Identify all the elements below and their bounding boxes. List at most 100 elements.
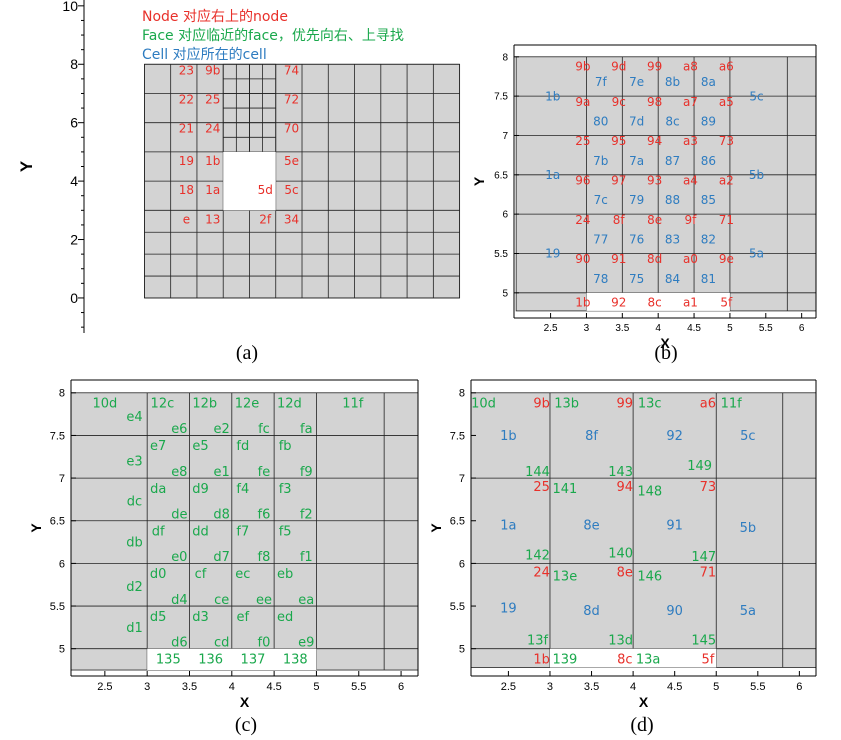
y-tick-label: 7	[459, 473, 465, 485]
node-label: 98	[647, 95, 662, 109]
node-label: 23	[179, 63, 194, 77]
cell-label: 8b	[665, 75, 680, 89]
face-label: 11f	[721, 397, 743, 412]
face-label: d5	[150, 610, 167, 625]
cell-label: 8f	[585, 429, 598, 444]
node-label: 5e	[284, 154, 299, 168]
node-label: 25	[575, 134, 590, 148]
face-label: 136	[198, 652, 223, 667]
y-tick-label: 6.5	[494, 170, 508, 181]
face-label: 11f	[342, 397, 364, 412]
node-label: 5f	[720, 295, 733, 309]
mesh-area	[516, 56, 816, 311]
cell-label: 1a	[545, 168, 560, 182]
y-axis-label: Y	[428, 523, 444, 533]
face-label: d9	[192, 482, 209, 497]
cell-label: 19	[500, 601, 517, 616]
y-tick-label: 7.5	[494, 92, 508, 103]
x-axis-label: X	[660, 335, 670, 351]
y-tick-label: 6	[459, 558, 465, 570]
face-label: e4	[126, 410, 142, 425]
face-label: ea	[298, 593, 314, 608]
x-tick-label: 4	[630, 681, 636, 693]
node-label: a2	[719, 174, 734, 188]
legend: Node 对应右上的node Face 对应临近的face，优先向右、上寻找 C…	[142, 8, 404, 63]
face-label: da	[150, 482, 166, 497]
face-label: 137	[241, 652, 266, 667]
face-label: cd	[214, 635, 229, 650]
face-label: e6	[171, 422, 187, 437]
y-tick-label: 6.5	[50, 516, 65, 528]
x-tick-label: 4.5	[687, 323, 701, 334]
node-label: 1b	[575, 295, 590, 309]
x-tick-label: 4	[229, 681, 235, 693]
x-tick-label: 2.5	[501, 681, 516, 693]
face-label: fb	[279, 439, 292, 454]
cell-label: 83	[665, 233, 680, 247]
y-tick-label: 4	[70, 173, 78, 189]
cell-label: 89	[701, 115, 716, 129]
node-label: a8	[683, 59, 698, 73]
y-tick-label: 8	[70, 56, 78, 72]
node-label: 24	[533, 565, 550, 580]
panel-caption: (b)	[654, 342, 677, 364]
cell-label: 5a	[749, 247, 764, 261]
face-label: e7	[150, 439, 166, 454]
x-axis-label: X	[639, 694, 649, 710]
face-label: ee	[256, 593, 272, 608]
face-label: 12d	[277, 397, 302, 412]
node-label: 18	[179, 183, 194, 197]
face-label: f3	[279, 482, 292, 497]
cell-label: 5c	[749, 89, 763, 103]
node-label: 21	[179, 122, 194, 136]
face-label: 13c	[638, 397, 662, 412]
face-label: f4	[236, 482, 249, 497]
cell-label: 1a	[500, 519, 516, 534]
x-axis-label: X	[240, 694, 250, 710]
node-label: 22	[179, 93, 194, 107]
node-label: 5c	[284, 183, 298, 197]
x-tick-label: 5.5	[750, 681, 765, 693]
face-label: d2	[126, 580, 143, 595]
cell-label: 7b	[593, 154, 608, 168]
y-axis-label: Y	[471, 176, 487, 186]
face-label: f2	[300, 507, 313, 522]
face-label: 149	[687, 459, 712, 474]
cell-label: 5a	[740, 604, 756, 619]
cell-label: 8c	[665, 115, 679, 129]
cell-label: 8a	[701, 75, 716, 89]
x-tick-label: 2.5	[97, 681, 112, 693]
face-label: d1	[126, 621, 143, 636]
node-label: 8f	[613, 213, 626, 227]
cell-label: 86	[701, 154, 716, 168]
face-label: ce	[214, 593, 229, 608]
x-tick-label: 6	[796, 681, 802, 693]
x-tick-label: 6	[398, 681, 404, 693]
node-label: 93	[647, 174, 662, 188]
y-tick-label: 0	[70, 290, 78, 306]
hole-region	[549, 648, 717, 668]
y-tick-label: 6	[59, 558, 65, 570]
cell-label: 1b	[545, 89, 560, 103]
node-label: 1b	[205, 154, 220, 168]
y-axis-label: Y	[28, 523, 44, 533]
x-tick-label: 6	[799, 323, 805, 334]
face-label: 144	[525, 465, 550, 480]
x-tick-label: 3	[547, 681, 553, 693]
cell-label: 7d	[629, 115, 644, 129]
y-tick-label: 6	[502, 210, 508, 221]
cell-label: 8e	[583, 519, 599, 534]
face-label: 145	[691, 634, 716, 649]
y-tick-label: 5.5	[494, 249, 508, 260]
y-tick-label: 5.5	[450, 601, 465, 613]
face-label: d7	[213, 550, 230, 565]
y-tick-label: 5.5	[50, 601, 65, 613]
x-tick-label: 5.5	[351, 681, 366, 693]
x-tick-label: 3.5	[615, 323, 629, 334]
cell-label: 85	[701, 193, 716, 207]
face-label: e9	[298, 635, 314, 650]
face-label: db	[126, 536, 143, 551]
face-label: dc	[127, 495, 142, 510]
